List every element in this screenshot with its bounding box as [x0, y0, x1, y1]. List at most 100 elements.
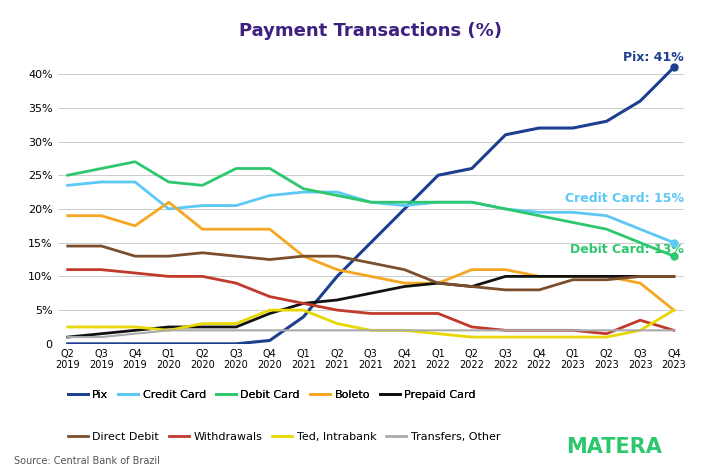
- Line: Debit Card: Debit Card: [68, 162, 674, 256]
- Line: Ted, Intrabank: Ted, Intrabank: [68, 310, 674, 337]
- Withdrawals: [333, 307, 341, 313]
- Ted, Intrabank: [266, 307, 274, 313]
- Debit Card: [467, 199, 476, 205]
- Credit Card: [670, 240, 678, 245]
- Ted, Intrabank: [131, 324, 140, 330]
- Prepaid Card: [232, 324, 240, 330]
- Debit Card: [97, 166, 106, 171]
- Pix: [131, 341, 140, 347]
- Boleto: [670, 307, 678, 313]
- Direct Debit: [299, 253, 307, 259]
- Transfers, Other: [501, 327, 510, 333]
- Prepaid Card: [63, 334, 72, 340]
- Transfers, Other: [63, 334, 72, 340]
- Pix: [501, 132, 510, 138]
- Direct Debit: [131, 253, 140, 259]
- Direct Debit: [366, 260, 375, 266]
- Prepaid Card: [535, 274, 544, 279]
- Credit Card: [164, 206, 173, 212]
- Withdrawals: [670, 327, 678, 333]
- Ted, Intrabank: [198, 321, 207, 326]
- Pix: [232, 341, 240, 347]
- Withdrawals: [232, 280, 240, 286]
- Ted, Intrabank: [636, 327, 644, 333]
- Withdrawals: [299, 300, 307, 306]
- Boleto: [636, 280, 644, 286]
- Pix: [670, 65, 678, 70]
- Transfers, Other: [164, 327, 173, 333]
- Boleto: [266, 227, 274, 232]
- Boleto: [535, 274, 544, 279]
- Credit Card: [366, 199, 375, 205]
- Pix: [63, 341, 72, 347]
- Ted, Intrabank: [467, 334, 476, 340]
- Direct Debit: [232, 253, 240, 259]
- Transfers, Other: [434, 327, 443, 333]
- Line: Pix: Pix: [68, 67, 674, 344]
- Debit Card: [164, 179, 173, 185]
- Withdrawals: [636, 317, 644, 323]
- Transfers, Other: [97, 334, 106, 340]
- Prepaid Card: [266, 311, 274, 317]
- Credit Card: [636, 227, 644, 232]
- Pix: [400, 206, 409, 212]
- Transfers, Other: [366, 327, 375, 333]
- Credit Card: [333, 189, 341, 195]
- Direct Debit: [501, 287, 510, 292]
- Boleto: [400, 280, 409, 286]
- Transfers, Other: [569, 327, 577, 333]
- Pix: [467, 166, 476, 171]
- Direct Debit: [198, 250, 207, 256]
- Debit Card: [366, 199, 375, 205]
- Ted, Intrabank: [434, 331, 443, 337]
- Debit Card: [501, 206, 510, 212]
- Pix: [333, 274, 341, 279]
- Line: Direct Debit: Direct Debit: [68, 246, 674, 290]
- Boleto: [299, 253, 307, 259]
- Prepaid Card: [467, 284, 476, 289]
- Boleto: [97, 213, 106, 219]
- Debit Card: [198, 183, 207, 188]
- Ted, Intrabank: [400, 327, 409, 333]
- Transfers, Other: [467, 327, 476, 333]
- Prepaid Card: [333, 297, 341, 303]
- Ted, Intrabank: [63, 324, 72, 330]
- Debit Card: [333, 193, 341, 198]
- Text: Debit Card: 13%: Debit Card: 13%: [570, 243, 684, 256]
- Boleto: [602, 274, 611, 279]
- Text: Pix: 41%: Pix: 41%: [624, 51, 684, 64]
- Ted, Intrabank: [602, 334, 611, 340]
- Pix: [434, 172, 443, 178]
- Pix: [299, 314, 307, 320]
- Withdrawals: [164, 274, 173, 279]
- Boleto: [467, 267, 476, 272]
- Prepaid Card: [569, 274, 577, 279]
- Credit Card: [198, 203, 207, 208]
- Boleto: [333, 267, 341, 272]
- Boleto: [434, 280, 443, 286]
- Boleto: [366, 274, 375, 279]
- Legend: Pix, Credit Card, Debit Card, Boleto, Prepaid Card: Pix, Credit Card, Debit Card, Boleto, Pr…: [63, 385, 480, 404]
- Withdrawals: [602, 331, 611, 337]
- Text: Source: Central Bank of Brazil: Source: Central Bank of Brazil: [14, 456, 161, 466]
- Ted, Intrabank: [97, 324, 106, 330]
- Direct Debit: [63, 243, 72, 249]
- Transfers, Other: [400, 327, 409, 333]
- Boleto: [569, 274, 577, 279]
- Debit Card: [535, 213, 544, 219]
- Credit Card: [434, 199, 443, 205]
- Prepaid Card: [299, 300, 307, 306]
- Prepaid Card: [636, 274, 644, 279]
- Prepaid Card: [164, 324, 173, 330]
- Transfers, Other: [131, 331, 140, 337]
- Withdrawals: [569, 327, 577, 333]
- Withdrawals: [467, 324, 476, 330]
- Direct Debit: [569, 277, 577, 283]
- Pix: [266, 338, 274, 343]
- Boleto: [164, 199, 173, 205]
- Legend: Direct Debit, Withdrawals, Ted, Intrabank, Transfers, Other: Direct Debit, Withdrawals, Ted, Intraban…: [63, 428, 505, 447]
- Withdrawals: [366, 311, 375, 317]
- Pix: [535, 125, 544, 131]
- Transfers, Other: [602, 327, 611, 333]
- Direct Debit: [636, 274, 644, 279]
